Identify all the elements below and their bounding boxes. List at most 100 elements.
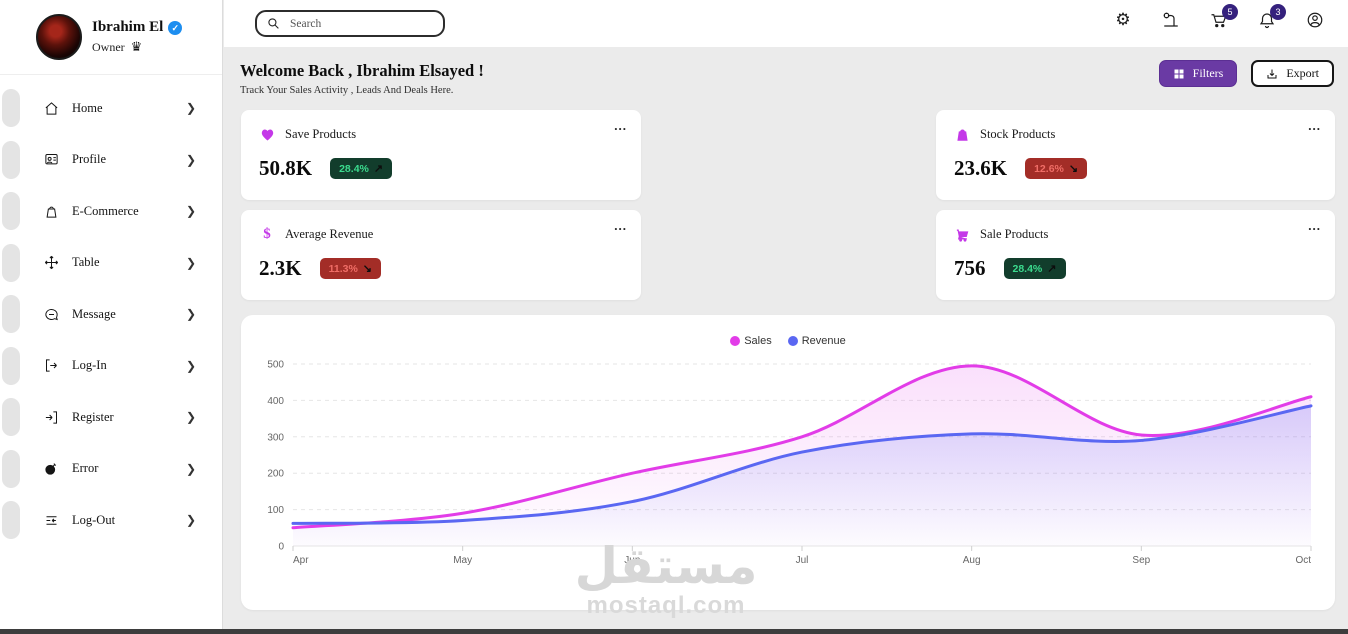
stat-card-stock-products: Stock Products ... 23.6K 12.6% ↘ [936, 110, 1335, 200]
topbar: ⚙ 5 3 [224, 0, 1348, 47]
home-icon [42, 99, 60, 117]
user-role: Owner [92, 39, 125, 54]
sidebar-item-message[interactable]: Message ❯ [0, 291, 222, 337]
svg-text:Jul: Jul [796, 555, 809, 566]
settings-lamp-icon [1163, 12, 1178, 27]
settings-button[interactable]: ⚙ [1112, 8, 1134, 32]
sidebar-item-label: Log-Out [72, 512, 116, 527]
error-icon [42, 460, 60, 478]
sidebar-item-login[interactable]: Log-In ❯ [0, 343, 222, 389]
bottom-bar [0, 629, 1348, 634]
filters-button[interactable]: Filters [1158, 60, 1238, 87]
sidebar-item-label: Message [72, 306, 116, 321]
svg-text:300: 300 [267, 432, 284, 443]
trend-badge: 11.3% ↘ [319, 258, 382, 279]
chevron-right-icon: ❯ [185, 255, 196, 270]
item-indicator [2, 89, 20, 127]
stat-card-sale-products: Sale Products ... 756 28.4% ↗ [936, 210, 1335, 300]
dollar-icon: $ [263, 225, 271, 242]
trend-down-icon: ↘ [362, 263, 373, 275]
stat-value: 2.3K [259, 256, 302, 280]
cart-button[interactable]: 5 [1208, 4, 1238, 32]
sidebar-item-register[interactable]: Register ❯ [0, 394, 222, 440]
export-icon [1267, 69, 1277, 78]
trend-up-icon: ↗ [1047, 263, 1057, 275]
line-chart[interactable]: 0 100 200 300 400 500 Apr May Jun Jul Aug Sep Oct [247, 349, 1327, 581]
revenue-legend-label: Revenue [801, 335, 846, 347]
chevron-right-icon: ❯ [185, 461, 196, 476]
bag-icon [954, 126, 970, 142]
chevron-right-icon: ❯ [185, 152, 196, 167]
svg-text:Aug: Aug [963, 555, 981, 566]
theme-settings-button[interactable] [1160, 8, 1182, 32]
table-icon [42, 254, 60, 272]
sidebar-item-home[interactable]: Home ❯ [0, 85, 222, 131]
svg-text:Oct: Oct [1295, 555, 1311, 566]
trend-up-icon: ↗ [373, 163, 384, 175]
item-indicator [2, 449, 20, 488]
sidebar-item-label: Table [72, 255, 100, 269]
trend-down-icon: ↘ [1068, 163, 1079, 175]
chevron-right-icon: ❯ [185, 101, 196, 115]
svg-text:200: 200 [267, 469, 284, 480]
stat-card-average-revenue: $ Average Revenue ... 2.3K 11.3% ↘ [241, 210, 641, 300]
stat-value: 756 [954, 256, 986, 280]
sidebar-item-error[interactable]: Error ❯ [0, 446, 222, 492]
user-name: Ibrahim El [92, 19, 164, 35]
card-menu-button[interactable]: ... [1308, 218, 1321, 233]
sidebar-item-profile[interactable]: Profile ❯ [0, 137, 222, 183]
card-menu-button[interactable]: ... [1308, 118, 1321, 133]
sidebar-menu: Home ❯ Profile ❯ E-Commerce ❯ Table ❯ [0, 85, 222, 543]
chevron-right-icon: ❯ [185, 204, 196, 218]
ecommerce-icon [42, 202, 60, 220]
legend-item-sales[interactable]: Sales [730, 335, 772, 347]
page-title: Welcome Back , Ibrahim Elsayed ! [240, 61, 484, 80]
chevron-right-icon: ❯ [185, 358, 196, 373]
svg-text:100: 100 [267, 505, 284, 516]
stat-label: Stock Products [980, 126, 1056, 141]
item-indicator [2, 346, 20, 385]
user-profile[interactable]: Ibrahim El ✓ Owner ♛ [0, 0, 222, 75]
heart-icon [259, 126, 275, 142]
sidebar-item-label: Home [72, 100, 103, 115]
svg-text:400: 400 [267, 396, 284, 407]
card-menu-button[interactable]: ... [614, 218, 627, 233]
search-box[interactable] [255, 10, 445, 37]
search-input[interactable] [290, 17, 420, 30]
item-indicator [2, 243, 20, 282]
stat-value: 23.6K [954, 156, 1008, 180]
svg-text:0: 0 [278, 542, 284, 553]
login-icon [42, 357, 60, 375]
sidebar-item-label: Register [72, 409, 114, 424]
notifications-badge: 3 [1270, 4, 1286, 20]
card-menu-button[interactable]: ... [614, 118, 627, 133]
account-button[interactable] [1304, 8, 1326, 32]
sidebar-item-label: Log-In [72, 358, 107, 372]
crown-icon: ♛ [130, 39, 143, 54]
export-label: Export [1286, 66, 1319, 80]
sidebar-item-table[interactable]: Table ❯ [0, 240, 222, 286]
stat-card-save-products: Save Products ... 50.8K 28.4% ↗ [241, 110, 641, 200]
sidebar-item-ecommerce[interactable]: E-Commerce ❯ [0, 188, 222, 234]
chevron-right-icon: ❯ [185, 513, 196, 527]
cart-badge: 5 [1222, 4, 1238, 20]
cart-icon [954, 226, 970, 242]
export-button[interactable]: Export [1251, 60, 1334, 87]
chevron-right-icon: ❯ [185, 307, 196, 321]
notifications-button[interactable]: 3 [1256, 4, 1286, 32]
search-icon [268, 18, 279, 29]
sidebar-item-logout[interactable]: Log-Out ❯ [0, 497, 222, 543]
item-indicator [2, 295, 20, 333]
chart-legend: Sales Revenue [241, 315, 1335, 347]
register-icon [42, 408, 60, 426]
stat-label: Sale Products [980, 226, 1049, 241]
chevron-right-icon: ❯ [185, 410, 196, 424]
legend-item-revenue[interactable]: Revenue [787, 335, 846, 347]
sidebar-item-label: Profile [72, 152, 107, 166]
item-indicator [2, 398, 20, 436]
revenue-legend-dot [787, 336, 798, 346]
svg-text:May: May [453, 555, 472, 566]
profile-icon [42, 151, 60, 169]
item-indicator [2, 140, 20, 179]
sales-revenue-chart-card: Sales Revenue 0 100 200 300 400 500 Apr May Jun J… [241, 315, 1335, 610]
